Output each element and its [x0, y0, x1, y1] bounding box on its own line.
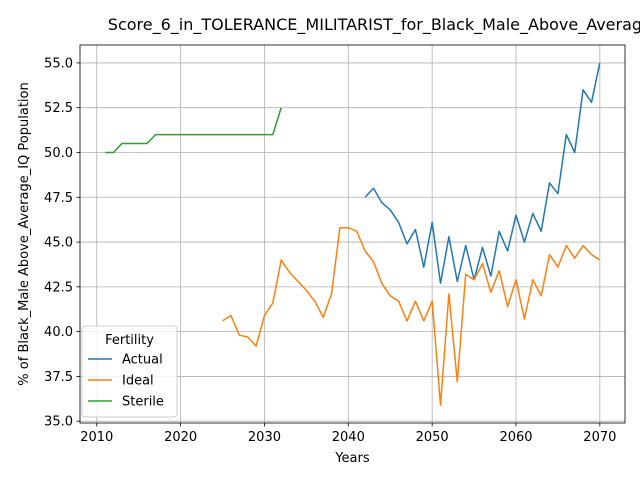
y-tick-label: 40.0	[44, 325, 73, 340]
y-tick-label: 52.5	[44, 101, 73, 116]
legend-items: Actual Ideal Sterile	[88, 353, 164, 410]
legend-label-actual: Actual	[122, 353, 163, 368]
plot-frame	[79, 44, 626, 424]
y-tick-label: 35.0	[44, 415, 73, 430]
series-lines	[105, 62, 601, 406]
series-line-ideal	[222, 226, 601, 406]
y-tick-label: 37.5	[44, 370, 73, 385]
x-axis-label: Years	[334, 451, 370, 466]
x-tick-label: 2050	[416, 430, 449, 445]
series-line-actual	[364, 62, 601, 285]
x-tick-label: 2070	[583, 430, 616, 445]
x-tick-label: 2060	[499, 430, 532, 445]
legend-box	[81, 325, 178, 418]
x-tick-label: 2020	[164, 430, 197, 445]
legend-label-ideal: Ideal	[122, 374, 154, 389]
y-tick-label: 55.0	[44, 56, 73, 71]
y-tick-label: 47.5	[44, 191, 73, 206]
y-tick-label: 45.0	[44, 236, 73, 251]
y-tick-label: 50.0	[44, 146, 73, 161]
y-tick-label: 42.5	[44, 280, 73, 295]
series-line-sterile	[105, 107, 282, 154]
x-tick-label: 2010	[80, 430, 113, 445]
chart-title: Score_6_in_TOLERANCE_MILITARIST_for_Blac…	[108, 15, 640, 35]
legend: Fertility Actual Ideal Sterile	[81, 325, 178, 418]
legend-title: Fertility	[105, 333, 154, 348]
y-axis-label: % of Black_Male Above_Average_IQ Populat…	[17, 82, 32, 385]
axis-ticks: 2010 2020 2030 2040 2050 2060 2070 35.0 37.5 40.0…	[44, 56, 616, 445]
x-tick-label: 2040	[332, 430, 365, 445]
x-tick-label: 2030	[248, 430, 281, 445]
legend-label-sterile: Sterile	[122, 395, 164, 410]
